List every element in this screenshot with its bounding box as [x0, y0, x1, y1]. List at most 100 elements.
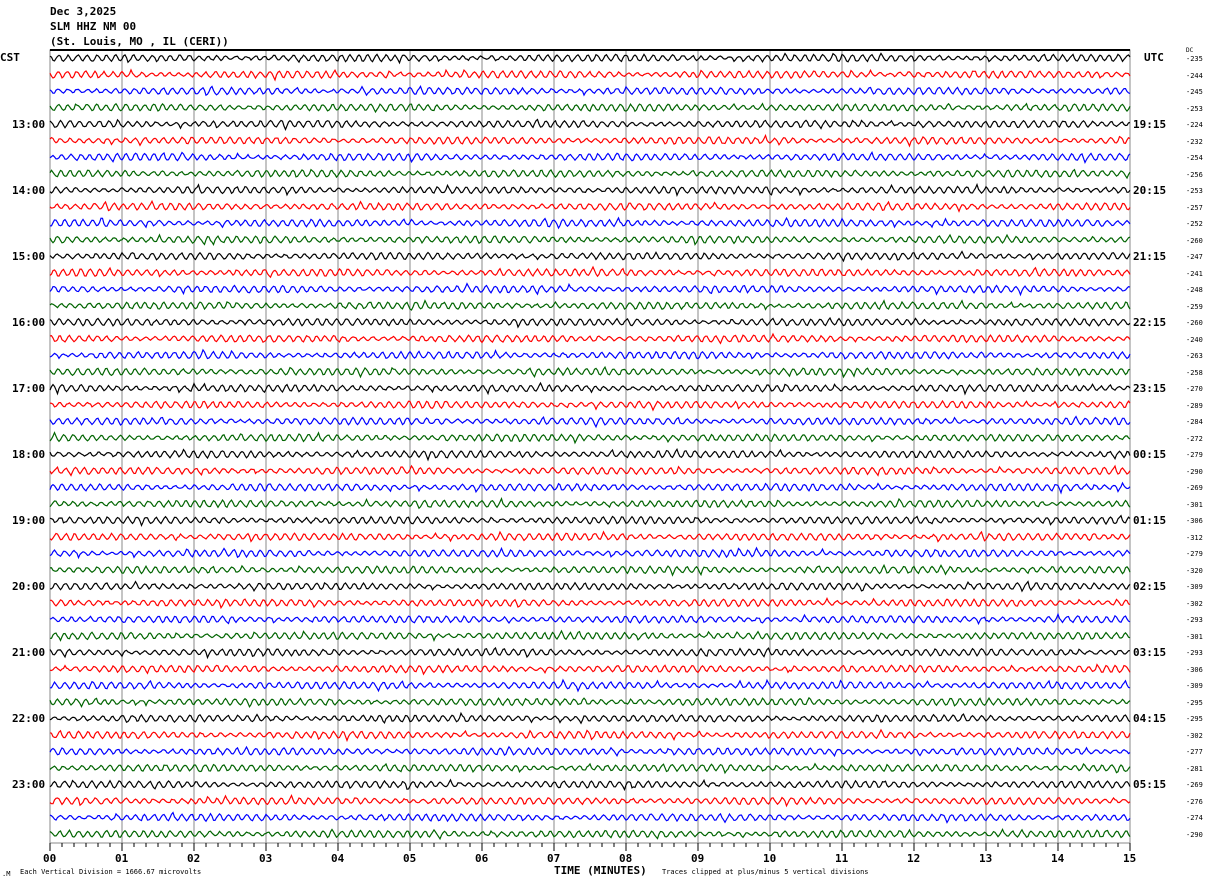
dc-offset-label: -235 — [1186, 55, 1203, 63]
seismic-trace — [49, 514, 1131, 527]
scale-note: Each Vertical Division = 1666.67 microvo… — [20, 868, 202, 876]
seismic-trace — [49, 481, 1131, 495]
dc-offset-label: -289 — [1186, 401, 1203, 410]
dc-offset-label: -293 — [1186, 616, 1203, 625]
dc-offset-label: -254 — [1186, 154, 1203, 163]
cst-hour-label: 19:00 — [12, 514, 46, 528]
dc-offset-label: -290 — [1186, 467, 1203, 476]
dc-offset-label: -301 — [1186, 500, 1203, 509]
x-tick-label: 06 — [475, 852, 489, 865]
dc-offset-label: -284 — [1186, 418, 1203, 427]
x-axis-title: TIME (MINUTES) — [554, 864, 647, 877]
dc-offset-label: -312 — [1186, 533, 1203, 542]
cst-hour-label: 22:00 — [12, 712, 46, 726]
dc-offset-label: -270 — [1186, 385, 1203, 394]
seismic-trace — [49, 678, 1131, 693]
x-tick-label: 12 — [907, 852, 921, 865]
seismic-trace — [49, 431, 1131, 445]
utc-hour-label: 00:15 — [1133, 448, 1167, 462]
cst-hour-label: 14:00 — [12, 184, 46, 198]
dc-offset-label: -224 — [1186, 121, 1203, 130]
dc-offset-label: -253 — [1186, 104, 1203, 113]
seismic-trace — [49, 118, 1131, 132]
seismic-trace — [49, 233, 1131, 247]
dc-offset-label: -301 — [1186, 632, 1203, 641]
seismic-trace — [49, 415, 1131, 429]
x-tick-label: 07 — [547, 852, 561, 865]
dc-offset-label: -248 — [1186, 286, 1203, 295]
dc-label: DC — [1186, 47, 1194, 54]
seismic-trace — [49, 563, 1131, 577]
dc-offset-label: -252 — [1186, 220, 1203, 229]
dc-offset-label: -244 — [1186, 71, 1203, 80]
cst-hour-label: 18:00 — [12, 448, 46, 462]
seismic-trace — [49, 711, 1131, 725]
x-tick-label: 00 — [43, 852, 57, 865]
x-tick-label: 14 — [1051, 852, 1065, 865]
dc-offset-label: -279 — [1186, 451, 1203, 460]
seismic-trace — [49, 612, 1131, 626]
x-tick-label: 11 — [835, 852, 849, 865]
seismic-trace — [49, 365, 1131, 379]
dc-offset-label: -245 — [1186, 88, 1203, 97]
dc-offset-label: -241 — [1186, 269, 1203, 278]
seismic-trace — [49, 663, 1131, 676]
seismic-trace — [49, 102, 1131, 114]
plot-frame — [49, 49, 1131, 844]
seismic-trace — [49, 447, 1131, 462]
utc-hour-label: 03:15 — [1133, 646, 1167, 660]
dc-offset-label: -281 — [1186, 764, 1203, 773]
x-tick-label: 15 — [1123, 852, 1137, 865]
seismic-trace — [49, 199, 1131, 213]
dc-offset-label: -279 — [1186, 550, 1203, 559]
dc-offset-label: -258 — [1186, 368, 1203, 377]
x-tick-label: 09 — [691, 852, 705, 865]
dc-offset-label: -272 — [1186, 434, 1203, 443]
seismic-trace — [49, 497, 1131, 510]
cst-hour-label: 17:00 — [12, 382, 46, 396]
cst-label: CST — [0, 51, 20, 64]
utc-hour-label: 05:15 — [1133, 778, 1167, 792]
dc-offset-label: -306 — [1186, 517, 1203, 526]
x-tick-label: 02 — [187, 852, 201, 865]
seismic-trace — [49, 811, 1131, 824]
seismic-trace — [49, 216, 1131, 230]
seismic-trace — [49, 728, 1131, 743]
seismic-trace — [49, 793, 1131, 808]
x-tick-label: 05 — [403, 852, 417, 865]
seismic-trace — [49, 68, 1131, 82]
dc-offset-label: -309 — [1186, 583, 1203, 592]
dc-offset-label: -302 — [1186, 731, 1203, 740]
dc-offset-label: -247 — [1186, 253, 1203, 262]
seismic-trace — [49, 646, 1130, 660]
dc-offset-label: -253 — [1186, 187, 1203, 196]
dc-offset-label: -269 — [1186, 484, 1203, 493]
dc-offset-label: -260 — [1186, 236, 1203, 245]
dc-offset-label: -259 — [1186, 302, 1203, 311]
seismic-trace — [49, 399, 1131, 412]
utc-hour-label: 01:15 — [1133, 514, 1167, 528]
seismic-trace — [49, 250, 1131, 263]
dc-offset-label: -276 — [1186, 797, 1203, 806]
dc-offset-label: -295 — [1186, 715, 1203, 724]
seismic-trace — [49, 52, 1131, 65]
cst-hour-label: 15:00 — [12, 250, 46, 264]
station-label: SLM HHZ NM 00 — [50, 20, 137, 33]
x-tick-label: 04 — [331, 852, 345, 865]
seismic-trace — [49, 348, 1131, 360]
clip-note: Traces clipped at plus/minus 5 vertical … — [662, 868, 869, 876]
dc-offset-label: -320 — [1186, 566, 1203, 575]
dc-offset-label: -256 — [1186, 170, 1203, 179]
seismic-trace — [49, 332, 1131, 345]
utc-hour-label: 23:15 — [1133, 382, 1167, 396]
cst-hour-label: 23:00 — [12, 778, 46, 792]
seismic-trace — [49, 745, 1131, 758]
utc-hour-label: 22:15 — [1133, 316, 1167, 330]
seismic-trace — [49, 299, 1131, 311]
seismic-trace — [49, 151, 1131, 165]
dc-offset-label: -290 — [1186, 831, 1203, 839]
seismic-trace — [49, 696, 1131, 709]
dc-offset-label: -240 — [1186, 335, 1203, 344]
seismic-trace — [49, 530, 1131, 543]
date-label: Dec 3,2025 — [50, 5, 117, 18]
